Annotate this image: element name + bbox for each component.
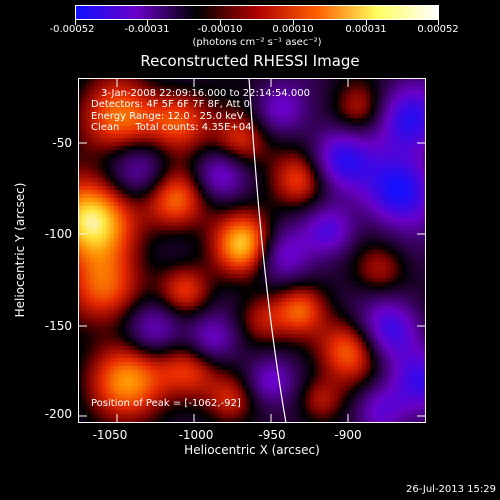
- x-tick-label: -950: [258, 428, 286, 442]
- x-axis-title: Heliocentric X (arcsec): [184, 443, 320, 457]
- colorbar-tick-label: -0.00031: [124, 24, 170, 35]
- limb-curve: [248, 78, 287, 423]
- detectors-text: Detectors: 4F 5F 6F 7F 8F, Att 0: [91, 99, 251, 110]
- colorbar-units: (photons cm⁻² s⁻¹ asec⁻²): [192, 37, 322, 48]
- colorbar-tick-label: -0.00010: [197, 24, 243, 35]
- y-tick-label: -100: [44, 227, 72, 241]
- plot-title: Reconstructed RHESSI Image: [140, 52, 360, 70]
- y-tick-label: -200: [44, 407, 72, 421]
- energy-range-text: Energy Range: 12.0 - 25.0 keV: [91, 111, 244, 122]
- colorbar-tick-label: 0.00010: [272, 24, 314, 35]
- colorbar: [75, 5, 439, 20]
- total-counts-text: Clean Total counts: 4.35E+04: [91, 122, 252, 133]
- colorbar-tick-label: -0.00052: [49, 24, 95, 35]
- colorbar-tick-label: 0.00031: [345, 24, 387, 35]
- y-tick-label: -150: [44, 319, 72, 333]
- x-tick-label: -1050: [92, 428, 128, 442]
- datestamp: 26-Jul-2013 15:29: [405, 484, 496, 495]
- y-axis-title: Heliocentric Y (arcsec): [13, 182, 27, 318]
- x-tick-label: -1000: [178, 428, 214, 442]
- x-tick-label: -900: [334, 428, 362, 442]
- colorbar-ticks: -0.00052 -0.00031 -0.00010 0.00010 0.000…: [0, 0, 500, 40]
- rhessi-image: [78, 78, 426, 423]
- peak-position-text: Position of Peak = [-1062,-92]: [91, 398, 241, 409]
- colorbar-tick-label: 0.00052: [417, 24, 459, 35]
- y-tick-label: -50: [52, 136, 72, 150]
- time-range-text: 3-Jan-2008 22:09:16.000 to 22:14:54.000: [101, 88, 310, 99]
